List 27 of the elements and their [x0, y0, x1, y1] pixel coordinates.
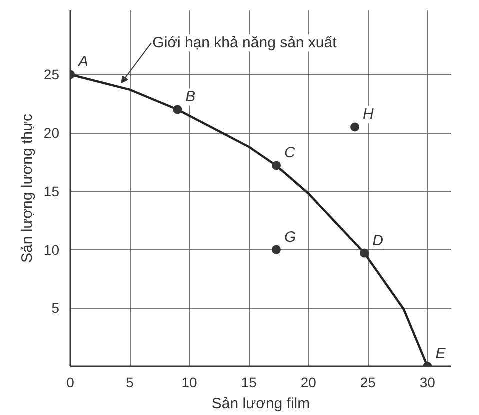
x-tick-label: 25 — [360, 374, 376, 390]
annotation: E — [436, 346, 447, 362]
x-axis-title: Sản lương film — [212, 396, 310, 412]
x-tick-label: 0 — [66, 374, 75, 390]
point — [272, 161, 281, 170]
annotation: A — [78, 54, 89, 71]
point — [173, 105, 182, 114]
y-tick-label: 20 — [44, 125, 60, 142]
y-tick-label: 5 — [52, 300, 60, 316]
point — [350, 122, 360, 132]
x-tick-label: 10 — [182, 374, 198, 390]
y-tick-label: 10 — [44, 242, 60, 258]
x-tick-label: 5 — [126, 374, 134, 390]
annotation: C — [284, 144, 296, 162]
annotation: D — [372, 232, 384, 250]
x-tick-label: 15 — [241, 374, 258, 390]
point — [272, 245, 281, 254]
annotation: B — [186, 88, 196, 106]
point — [360, 248, 370, 258]
y-tick-label: 25 — [44, 66, 60, 83]
y-axis-title: Sản lượng lương thực — [18, 113, 36, 264]
annotation: H — [363, 106, 374, 124]
annotation: G — [284, 228, 296, 246]
x-tick-label: 30 — [420, 374, 436, 390]
y-tick-label: 15 — [44, 183, 60, 200]
annotation: Giới hạn khả năng sản xuất — [152, 34, 338, 52]
x-tick-label: 20 — [300, 374, 317, 390]
